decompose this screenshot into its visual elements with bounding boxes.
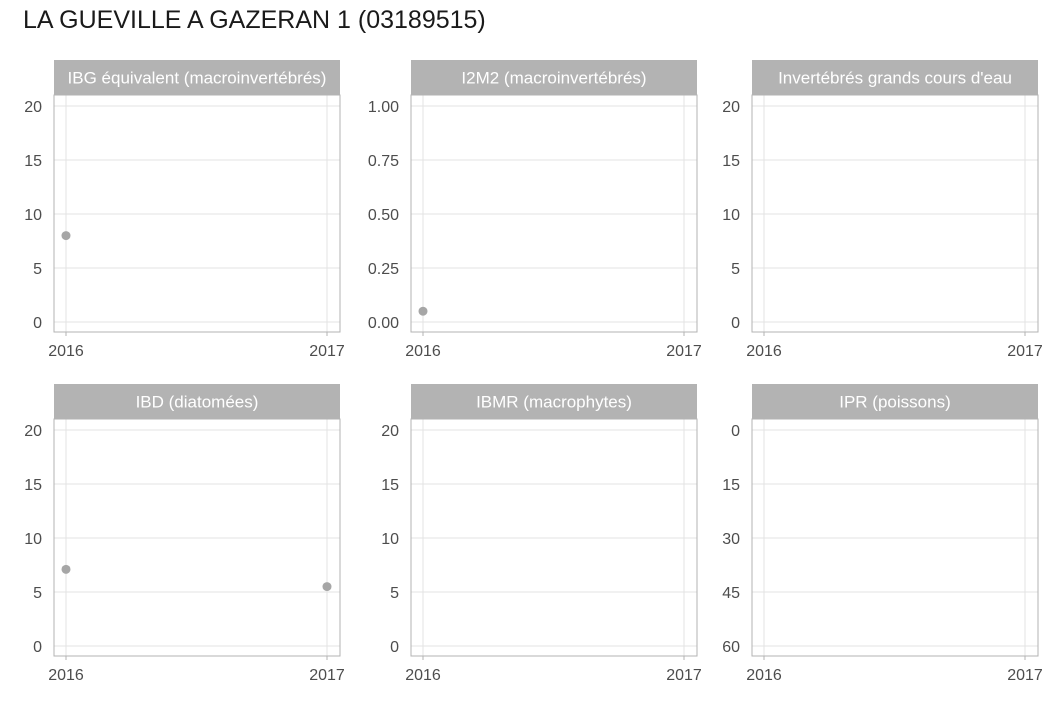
facet-panel: IBG équivalent (macroinvertébrés) 0 5 10 15 2…	[24, 60, 345, 360]
y-tick-label: 5	[731, 261, 740, 278]
y-tick-label: 20	[24, 423, 42, 440]
data-point	[322, 582, 332, 592]
facet-title: IBG équivalent (macroinvertébrés)	[68, 69, 327, 88]
y-tick-label: 1.00	[368, 99, 399, 116]
y-tick-label: 0.75	[368, 153, 399, 170]
facet-strip	[411, 60, 697, 95]
panel-border	[410, 418, 698, 657]
page-title: LA GUEVILLE A GAZERAN 1 (03189515)	[23, 6, 486, 34]
facet-panel: IBMR (macrophytes) 0 5 10 15 20 2016 2017	[381, 384, 702, 684]
y-tick-label: 0	[33, 639, 42, 656]
facet-panel: IPR (poissons) 0 15 30 45 60 2016 2017	[722, 384, 1043, 684]
y-tick-label: 10	[24, 531, 42, 548]
x-tick-label: 2017	[309, 343, 345, 360]
data-point	[61, 564, 71, 574]
y-tick-label: 15	[722, 477, 740, 494]
y-tick-label: 0	[731, 315, 740, 332]
panel-border	[751, 94, 1039, 333]
facet-panel: I2M2 (macroinvertébrés) 0.00 0.25 0.50 0.75 1…	[368, 60, 702, 360]
y-tick-label: 0.25	[368, 261, 399, 278]
facet-title: IBD (diatomées)	[136, 393, 259, 412]
x-tick-label: 2017	[309, 667, 345, 684]
facet-title: IBMR (macrophytes)	[476, 393, 632, 412]
x-tick-label: 2017	[666, 343, 702, 360]
y-tick-label: 20	[24, 99, 42, 116]
data-point	[61, 231, 71, 241]
facet-title: I2M2 (macroinvertébrés)	[461, 69, 646, 88]
y-tick-label: 20	[381, 423, 399, 440]
y-tick-label: 0.00	[368, 315, 399, 332]
y-tick-label: 10	[381, 531, 399, 548]
y-tick-label: 0	[390, 639, 399, 656]
y-tick-label: 10	[24, 207, 42, 224]
y-tick-label: 5	[33, 585, 42, 602]
y-tick-label: 60	[722, 639, 740, 656]
panel-border	[410, 94, 698, 333]
facet-title: IPR (poissons)	[839, 393, 950, 412]
x-tick-label: 2016	[746, 667, 782, 684]
y-tick-label: 10	[722, 207, 740, 224]
y-tick-label: 15	[24, 477, 42, 494]
x-tick-label: 2016	[405, 667, 441, 684]
y-tick-label: 15	[24, 153, 42, 170]
y-tick-label: 0	[731, 423, 740, 440]
y-tick-label: 15	[381, 477, 399, 494]
data-point	[418, 306, 428, 316]
y-tick-label: 0.50	[368, 207, 399, 224]
facet-strip	[411, 384, 697, 419]
y-tick-label: 20	[722, 99, 740, 116]
y-tick-label: 5	[390, 585, 399, 602]
panel-border	[53, 418, 341, 657]
facet-strip	[752, 384, 1038, 419]
x-tick-label: 2017	[1007, 343, 1043, 360]
facet-title: Invertébrés grands cours d'eau	[778, 69, 1012, 88]
x-tick-label: 2017	[1007, 667, 1043, 684]
y-tick-label: 5	[33, 261, 42, 278]
x-tick-label: 2016	[48, 343, 84, 360]
y-tick-label: 15	[722, 153, 740, 170]
y-tick-label: 45	[722, 585, 740, 602]
x-tick-label: 2017	[666, 667, 702, 684]
y-tick-label: 30	[722, 531, 740, 548]
x-tick-label: 2016	[48, 667, 84, 684]
y-tick-label: 0	[33, 315, 42, 332]
facet-panel: IBD (diatomées) 0 5 10 15 20 2016 2017	[24, 384, 345, 684]
facet-strip	[54, 384, 340, 419]
facet-strip	[54, 60, 340, 95]
panel-border	[53, 94, 341, 333]
x-tick-label: 2016	[405, 343, 441, 360]
x-tick-label: 2016	[746, 343, 782, 360]
facet-panel: Invertébrés grands cours d'eau 0 5 10 15 20 20…	[722, 60, 1043, 360]
facet-strip	[752, 60, 1038, 95]
panel-border	[751, 418, 1039, 657]
